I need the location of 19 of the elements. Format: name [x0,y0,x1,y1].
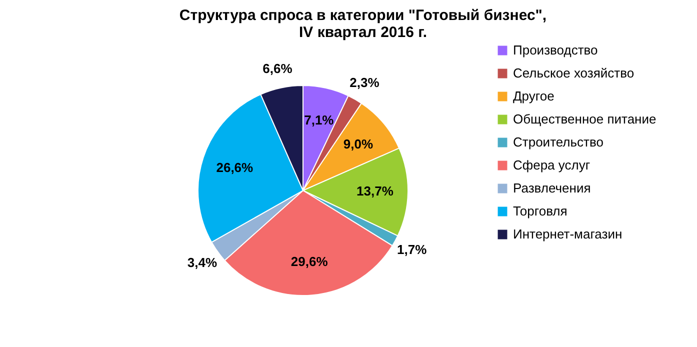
legend-label: Сфера услуг [513,158,590,172]
data-label: 3,4% [187,254,218,270]
legend-label: Строительство [513,134,604,150]
data-label: 13,7% [356,184,394,199]
data-label: 26,6% [216,160,254,175]
data-label: 29,6% [290,254,328,270]
legend-label: Развлечения [513,180,591,196]
data-label: 7,1% [304,112,334,128]
chart-title: Структура спроса в категории "Готовый бизнес", IV квартал 2016 г. [179,7,547,41]
legend-label: Производство [513,42,598,58]
data-label: 9,0% [343,136,374,152]
data-label: 6,6% [262,61,293,76]
legend-label: Другое [513,88,554,104]
legend-label: Торговля [513,204,568,218]
data-label: 1,7% [397,242,428,257]
legend-label: Интернет-магазин [513,226,622,242]
legend-label: Сельское хозяйство [513,66,634,80]
data-label: 2,3% [350,74,380,90]
legend-label: Общественное питание [513,112,656,126]
